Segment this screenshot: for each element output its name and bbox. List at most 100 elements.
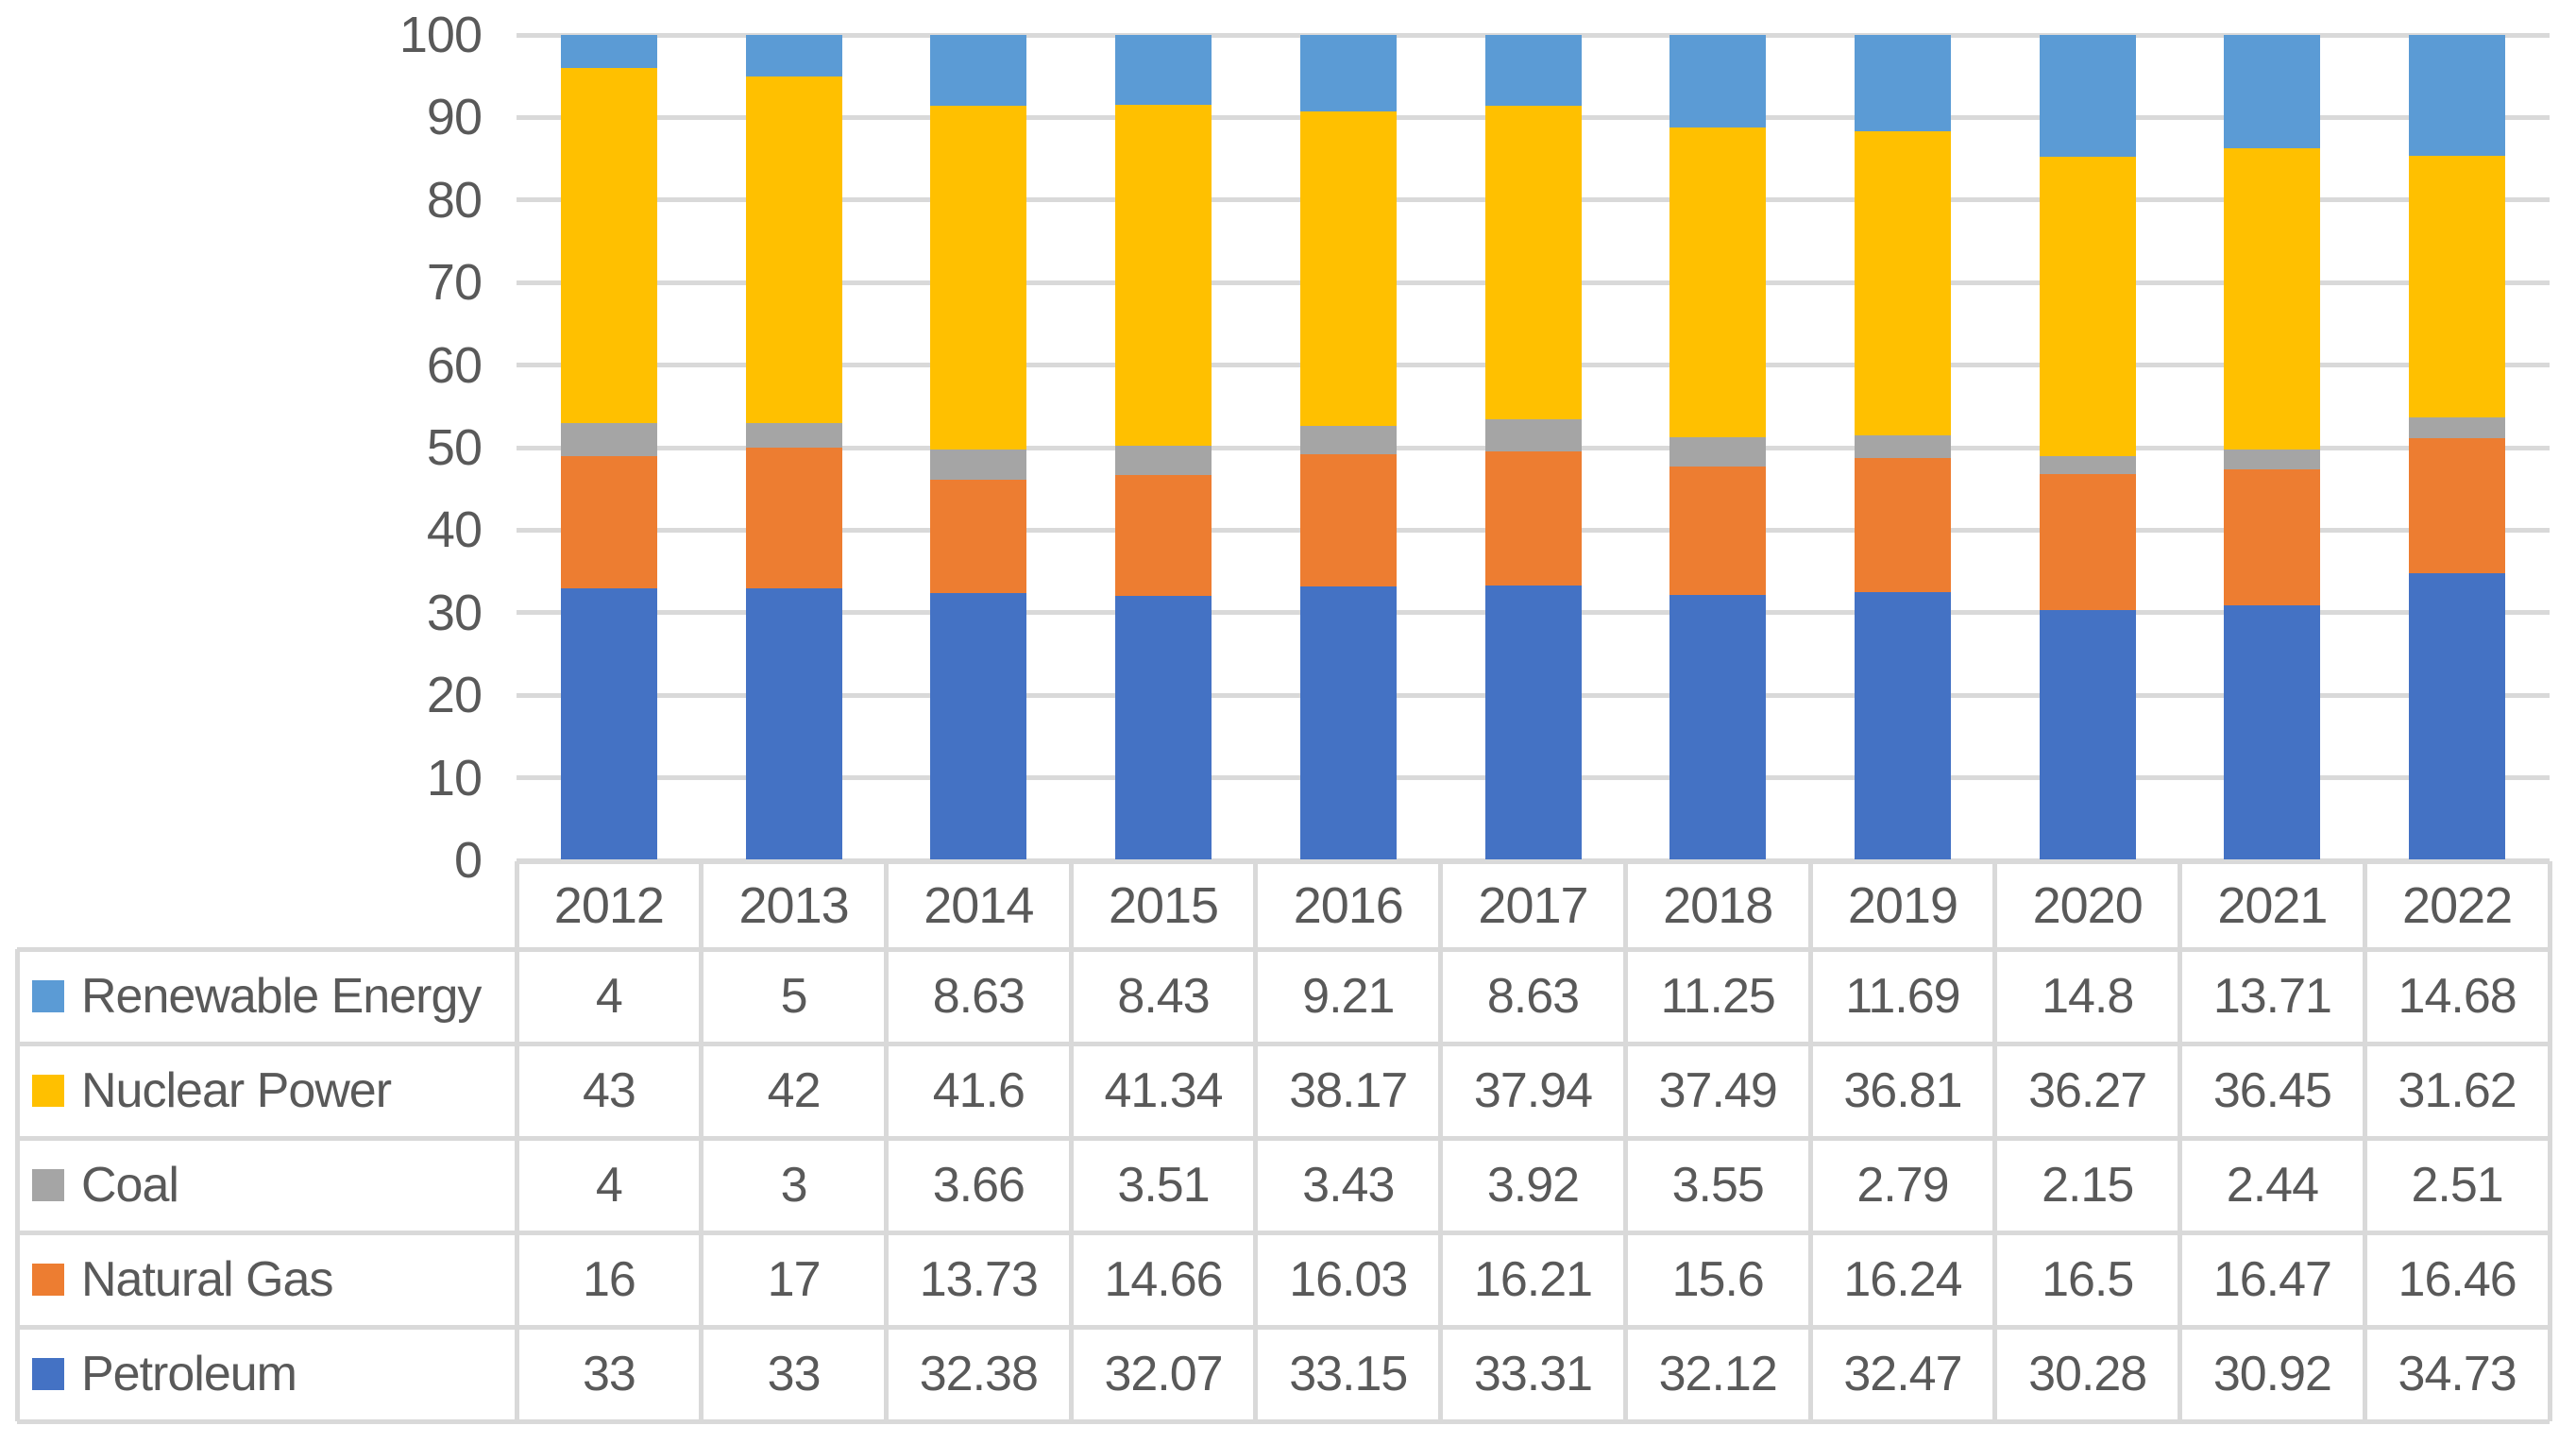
data-table: 2012 2013 2014 2015 2016 2017 2018 2019 2020 2021… [14, 858, 2552, 1424]
value-cell: 36.45 [2212, 1063, 2332, 1118]
bar-segment [1669, 436, 1767, 467]
value-cell: 3.66 [932, 1158, 1025, 1213]
legend-label: Petroleum [81, 1347, 297, 1401]
table-border-horizontal [17, 1135, 2550, 1141]
year-header-cell: 2013 [738, 876, 850, 934]
value-cell: 33.31 [1473, 1347, 1593, 1401]
bar-segment [1115, 595, 1212, 860]
value-cell: 42 [767, 1063, 822, 1118]
value-cell: 31.62 [2398, 1063, 2517, 1118]
bar-segment [1115, 445, 1212, 475]
bar-segment [2224, 449, 2321, 469]
value-cell: 30.92 [2212, 1347, 2332, 1401]
value-cell: 16.03 [1289, 1252, 1408, 1307]
y-axis-tick-label: 0 [453, 832, 483, 889]
value-cell: 11.69 [1845, 969, 1960, 1024]
legend-swatch [32, 1264, 64, 1296]
bar-segment [930, 106, 1027, 450]
bar-segment [1669, 595, 1767, 860]
bar-segment [2409, 35, 2506, 157]
legend-cell: Coal [17, 1138, 517, 1232]
bar-column-2014 [930, 35, 1027, 860]
bar-segment [1484, 106, 1582, 419]
bar-segment [2224, 468, 2321, 605]
bar-column-2017 [1484, 34, 1582, 860]
legend-swatch [32, 1075, 64, 1107]
bar-segment [745, 422, 842, 448]
table-border-vertical [14, 949, 20, 1421]
bar-column-2013 [745, 35, 842, 860]
bar-segment [745, 35, 842, 76]
table-border-horizontal [17, 1041, 2550, 1046]
year-header-cell: 2020 [2032, 876, 2144, 934]
value-cell: 14.8 [2042, 969, 2134, 1024]
y-axis: 100 90 80 70 60 50 40 30 20 10 0 [0, 0, 483, 886]
value-cell: 8.43 [1117, 969, 1210, 1024]
value-cell: 33 [582, 1347, 636, 1401]
value-cell: 32.38 [919, 1347, 1039, 1401]
bar-segment [560, 67, 657, 423]
bar-segment [2224, 35, 2321, 148]
value-cell: 4 [595, 969, 623, 1024]
bar-segment [2409, 573, 2506, 860]
bar-segment [1299, 454, 1397, 587]
bar-segment [1299, 586, 1397, 860]
bar-segment [1669, 34, 1767, 128]
table-border-vertical [2362, 861, 2367, 1421]
table-border-horizontal [17, 1230, 2550, 1235]
year-header-cell: 2022 [2402, 876, 2513, 934]
table-border-horizontal [517, 858, 2550, 864]
value-cell: 15.6 [1671, 1252, 1765, 1307]
legend-cell: Nuclear Power [17, 1044, 517, 1138]
bar-segment [1484, 418, 1582, 452]
bar-segment [560, 455, 657, 588]
bar-segment [2409, 437, 2506, 574]
value-cell: 41.6 [932, 1063, 1025, 1118]
bar-segment [2039, 474, 2136, 611]
table-border-vertical [1992, 861, 1998, 1421]
value-cell: 32.47 [1843, 1347, 1962, 1401]
value-cell: 16.24 [1843, 1252, 1962, 1307]
value-cell: 16.47 [2212, 1252, 2332, 1307]
value-cell: 41.34 [1104, 1063, 1223, 1118]
bar-segment [930, 480, 1027, 593]
bar-segment [745, 76, 842, 423]
bar-column-2012 [560, 35, 657, 860]
value-cell: 14.66 [1104, 1252, 1223, 1307]
value-cell: 34.73 [2398, 1347, 2517, 1401]
value-cell: 36.81 [1843, 1063, 1962, 1118]
value-cell: 3.92 [1486, 1158, 1580, 1213]
table-border-vertical [514, 861, 519, 1421]
bar-segment [2224, 147, 2321, 450]
bar-segment [1484, 451, 1582, 586]
bar-segment [1115, 474, 1212, 596]
y-axis-tick-label: 70 [426, 254, 483, 312]
bar-segment [2409, 416, 2506, 438]
y-axis-tick-label: 30 [426, 584, 483, 641]
table-border-vertical [883, 861, 889, 1421]
legend-cell: Natural Gas [17, 1232, 517, 1327]
bar-segment [2039, 456, 2136, 475]
bar-column-2019 [1854, 35, 1951, 860]
value-cell: 2.44 [2226, 1158, 2319, 1213]
bar-column-2015 [1115, 34, 1212, 860]
bar-segment [1299, 35, 1397, 111]
table-border-vertical [699, 861, 704, 1421]
y-axis-tick-label: 20 [426, 667, 483, 724]
table-border-vertical [2547, 861, 2552, 1421]
bar-segment [930, 35, 1027, 107]
y-axis-tick-label: 90 [426, 89, 483, 146]
bar-segment [560, 587, 657, 860]
value-cell: 16 [582, 1252, 636, 1307]
value-cell: 33.15 [1289, 1347, 1408, 1401]
bar-segment [1854, 458, 1951, 593]
bar-column-2018 [1669, 34, 1767, 860]
year-header-cell: 2015 [1108, 876, 1219, 934]
bar-segment [1299, 426, 1397, 455]
table-border-vertical [1622, 861, 1628, 1421]
bar-segment [1854, 592, 1951, 860]
value-cell: 2.79 [1856, 1158, 1949, 1213]
value-cell: 43 [582, 1063, 636, 1118]
year-header-cell: 2014 [924, 876, 1034, 934]
year-header-cell: 2018 [1663, 876, 1773, 934]
